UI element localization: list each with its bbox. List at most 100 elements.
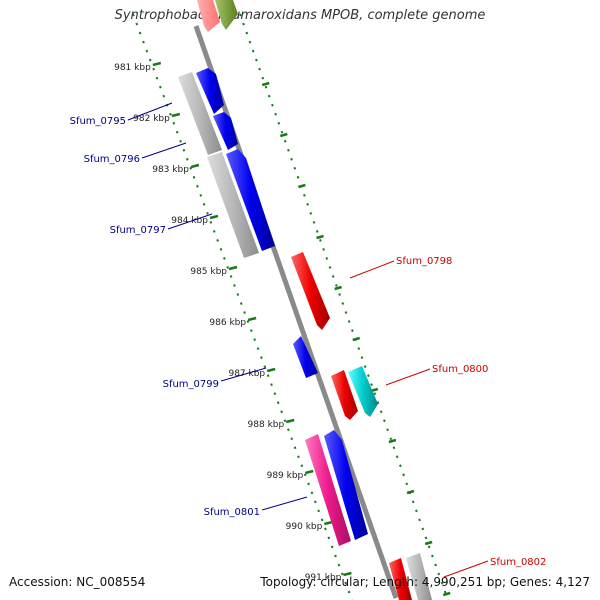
right-ruler-dot [386,428,389,432]
right-ruler-dot [315,230,319,233]
gene-sfum-0797-gray[interactable] [207,152,259,258]
gene-sfum-0800-cyan[interactable] [348,366,378,417]
right-ruler-dot [443,590,447,594]
right-ruler-dot [261,76,265,80]
left-ruler-dot [260,356,263,359]
left-ruler-dot [148,58,152,62]
left-ruler-dot [172,121,176,125]
gene-sfum-0800-red[interactable] [331,370,358,420]
left-ruler-dot [229,275,233,278]
ruler-tick-label: 985 kbp [190,267,227,277]
ruler-tick-label: 991 kbp [305,573,342,583]
left-ruler-dot [185,157,189,161]
right-ruler-dot [367,374,370,378]
right-ruler-dot [242,22,245,26]
left-ruler-dot [239,302,243,305]
ruler-major-tick [442,591,451,597]
gene-sfum-0802-gray[interactable] [406,553,432,600]
left-ruler-dot [337,563,341,567]
right-ruler-dot [306,202,309,206]
gene-sfum-0801[interactable] [324,430,368,540]
left-ruler-dot [307,482,310,486]
label-sfum-0796[interactable]: Sfum_0796 [84,154,140,165]
ruler-major-tick [171,112,181,118]
gene-sfum-0798[interactable] [291,252,330,330]
label-sfum-0801[interactable]: Sfum_0801 [204,507,260,518]
gene-partial-top-red[interactable] [197,0,220,32]
left-ruler-dot [152,67,155,71]
left-ruler-dot [219,248,223,251]
right-ruler-dot [283,139,287,143]
left-ruler-dot [324,527,327,531]
left-ruler-dot [182,148,186,152]
label-sfum-0798[interactable]: Sfum_0798 [396,256,452,267]
left-ruler-dot [283,419,287,423]
left-ruler-dot [280,410,283,414]
right-ruler-dot [258,67,261,71]
leader-sfum-0799 [220,367,267,382]
left-ruler-dot [334,554,337,558]
gene-sfum-0796[interactable] [213,112,238,150]
ruler-tick-label: 989 kbp [267,471,304,481]
left-ruler-dot [216,239,219,242]
leader-sfum-0798 [349,260,395,279]
leader-sfum-0802 [443,560,489,578]
right-ruler-dot [421,527,425,531]
left-ruler-dot [233,284,236,287]
left-ruler-dot [243,311,246,314]
right-ruler-dot [287,148,290,152]
gene-sfum-0799[interactable] [293,336,318,378]
label-sfum-0797[interactable]: Sfum_0797 [110,225,166,236]
left-ruler-dot [189,166,192,170]
ruler-major-tick [343,571,352,577]
left-ruler-dot [202,202,206,206]
left-ruler-dot [226,266,230,269]
ruler-tick-label: 990 kbp [286,522,323,532]
ruler-major-tick [209,214,219,220]
right-ruler-dot [293,166,297,170]
left-ruler-dot [273,392,277,396]
right-ruler-dot [411,500,415,504]
right-ruler-dot [335,284,338,287]
left-ruler-dot [256,347,260,350]
right-ruler-dot [427,545,431,549]
left-ruler-dot [179,139,182,143]
gene-sfum-0802-red[interactable] [389,558,412,600]
label-sfum-0795[interactable]: Sfum_0795 [70,116,126,127]
right-ruler-dot [245,31,249,35]
right-ruler-dot [303,193,306,197]
right-ruler-dot [248,40,252,44]
gene-sfum-0795-gray[interactable] [178,72,222,155]
label-sfum-0799[interactable]: Sfum_0799 [163,379,219,390]
left-ruler-dot [310,491,314,495]
ruler-major-tick [298,183,306,189]
leader-sfum-0800 [385,368,431,386]
ruler-tick-label: 982 kbp [133,114,170,124]
ruler-major-tick [279,132,288,138]
left-ruler-dot [138,31,142,35]
left-ruler-dot [159,85,162,89]
gene-sfum-0795[interactable] [196,68,224,114]
label-sfum-0802[interactable]: Sfum_0802 [490,557,546,568]
left-ruler-dot [347,590,351,594]
left-ruler-dot [223,257,226,260]
left-ruler-dot [212,230,216,233]
right-ruler-dot [434,563,437,567]
ruler-tick-label: 983 kbp [152,165,189,175]
gene-partial-top-green[interactable] [215,0,238,30]
label-sfum-0800[interactable]: Sfum_0800 [432,364,488,375]
right-ruler-dot [328,266,332,269]
gene-sfum-0797[interactable] [226,149,275,251]
left-ruler-dot [246,320,250,323]
right-ruler-dot [312,221,316,224]
right-ruler-dot [277,121,281,125]
left-ruler-dot [175,130,179,134]
ruler-tick-label: 984 kbp [171,216,208,226]
leader-sfum-0795 [127,102,173,121]
right-ruler-dot [370,383,373,387]
ruler-major-tick [261,81,270,87]
left-ruler-dot [162,94,166,98]
right-ruler-dot [379,410,383,414]
gene-sfum-0801-pink[interactable] [305,434,351,546]
